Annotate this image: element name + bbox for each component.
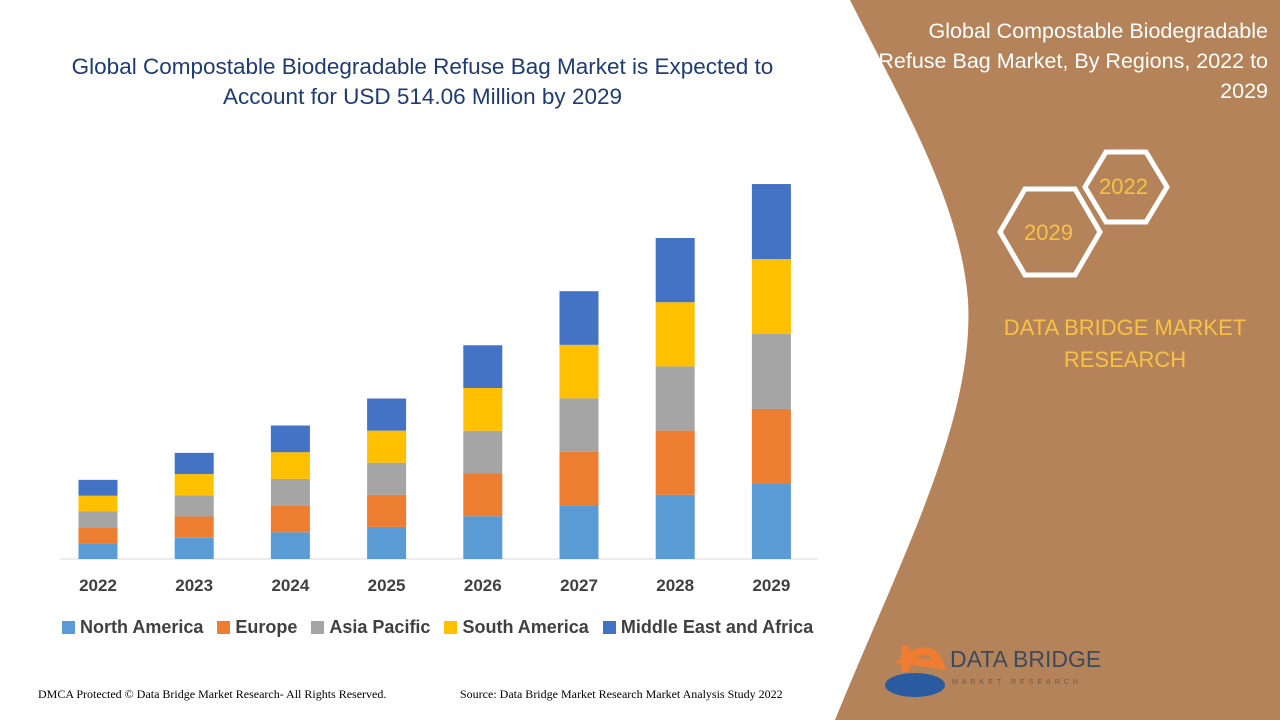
bar-2022-middle-east-and-africa	[78, 479, 118, 496]
page-title: Global Compostable Biodegradable Refuse …	[71, 54, 774, 109]
bar-2025-middle-east-and-africa	[367, 398, 407, 431]
bar-2029-europe	[751, 409, 791, 485]
legend-swatch	[602, 621, 616, 634]
bar-2026-europe	[463, 473, 503, 517]
legend-item: Europe	[217, 617, 297, 638]
brand-text: DATA BRIDGE MARKET RESEARCH	[1003, 315, 1247, 372]
bar-2025-north-america	[367, 526, 407, 559]
bar-2026-south-america	[463, 388, 503, 431]
x-tick-label: 2022	[79, 576, 117, 595]
x-tick-label: 2027	[560, 576, 598, 595]
bar-2027-south-america	[559, 344, 599, 399]
legend-swatch	[217, 621, 231, 634]
legend-swatch	[444, 621, 458, 634]
legend-item: Middle East and Africa	[602, 617, 814, 638]
x-tick-label: 2029	[752, 576, 791, 595]
bar-2029-asia-pacific	[751, 334, 791, 410]
legend-swatch	[62, 621, 75, 634]
bar-2022-south-america	[78, 495, 118, 512]
bar-2029-north-america	[751, 484, 791, 559]
bar-2028-asia-pacific	[655, 366, 695, 431]
bar-2029-south-america	[751, 259, 791, 335]
logo-icon	[895, 646, 947, 672]
hexagon-2029	[997, 186, 1103, 278]
bar-2024-middle-east-and-africa	[270, 425, 310, 453]
legend-label: Middle East and Africa	[620, 617, 814, 637]
bar-2023-north-america	[174, 537, 214, 559]
legend: North America Europe Asia Pacific South Ame…	[62, 617, 813, 638]
hexagon-2022	[1082, 149, 1170, 225]
x-tick-label: 2028	[656, 576, 695, 595]
legend-label: Asia Pacific	[329, 617, 431, 637]
legend-label: North America	[80, 617, 204, 637]
copyright: DMCA Protected © Data Bridge Market Rese…	[38, 687, 387, 701]
bar-2025-asia-pacific	[367, 462, 407, 495]
bar-2023-middle-east-and-africa	[174, 452, 214, 475]
bars	[78, 184, 791, 559]
bar-2027-europe	[559, 451, 599, 506]
side-panel-title: Global Compostable Biodegradable Refuse …	[878, 19, 1268, 103]
bar-2022-asia-pacific	[78, 511, 118, 528]
bar-2026-north-america	[463, 516, 503, 559]
bar-2029-middle-east-and-africa	[751, 184, 791, 260]
bar-2024-north-america	[270, 532, 310, 559]
legend-label: Europe	[235, 617, 298, 637]
bar-2024-europe	[270, 505, 310, 533]
bar-2027-north-america	[559, 505, 599, 559]
hex-label-2029: 2029	[1024, 220, 1073, 245]
legend-item: Asia Pacific	[311, 617, 430, 638]
logo-swoosh	[885, 673, 945, 697]
logo-tagline: MARKET RESEARCH	[952, 679, 1082, 686]
legend-label: South America	[462, 617, 589, 637]
x-tick-label: 2026	[463, 576, 502, 595]
bar-2022-europe	[78, 527, 118, 544]
bar-2028-north-america	[655, 494, 695, 559]
source: Source: Data Bridge Market Research Mark…	[460, 687, 783, 701]
bar-2028-europe	[655, 430, 695, 495]
bar-2027-asia-pacific	[559, 398, 599, 452]
bar-2023-south-america	[174, 474, 214, 496]
x-tick-label: 2025	[367, 576, 406, 595]
bar-2025-europe	[367, 494, 407, 527]
bar-2022-north-america	[78, 543, 118, 559]
x-tick-label: 2024	[271, 576, 310, 595]
x-tick-label: 2023	[175, 576, 214, 595]
bar-2023-asia-pacific	[174, 495, 214, 517]
hex-label-2022: 2022	[1099, 174, 1148, 199]
legend-swatch	[311, 621, 325, 634]
bar-2026-middle-east-and-africa	[463, 345, 503, 389]
bar-2028-south-america	[655, 302, 695, 367]
bar-2023-europe	[174, 516, 214, 538]
bar-2028-middle-east-and-africa	[655, 238, 695, 303]
bar-2025-south-america	[367, 430, 407, 463]
side-panel	[835, 0, 1280, 720]
bar-2026-asia-pacific	[463, 430, 503, 474]
logo-name: DATA BRIDGE	[950, 646, 1102, 672]
bar-2024-south-america	[270, 452, 310, 479]
bar-2027-middle-east-and-africa	[559, 291, 599, 345]
bar-2024-asia-pacific	[270, 478, 310, 506]
legend-item: South America	[444, 617, 589, 638]
legend-item: North America	[62, 617, 203, 638]
